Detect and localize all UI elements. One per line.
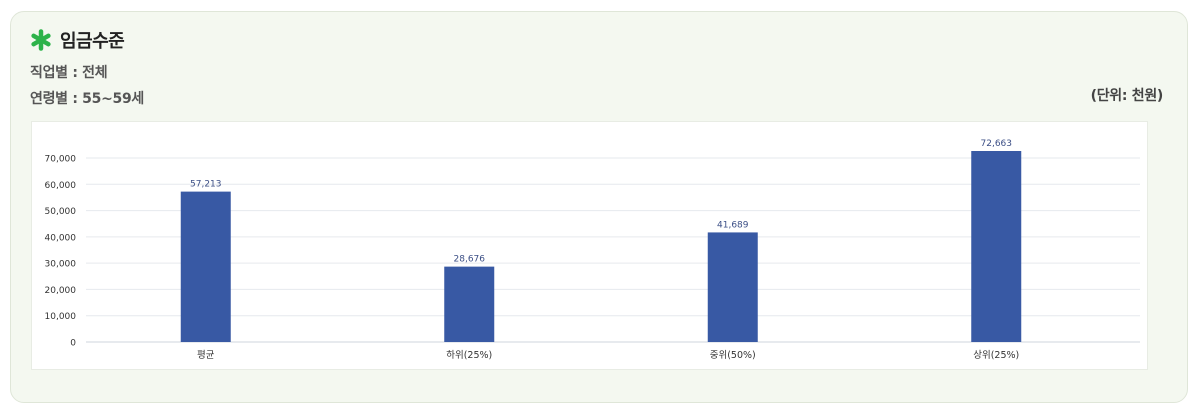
age-filter-label: 연령별 : 55~59세: [30, 91, 144, 107]
bar: [444, 266, 495, 342]
asterisk-icon: [30, 29, 52, 51]
bar: [180, 191, 231, 342]
x-category-label: 중위(50%): [710, 349, 756, 361]
occupation-filter-label: 직업별 : 전체: [30, 65, 108, 81]
x-category-label: 평균: [197, 350, 215, 361]
bar: [707, 232, 758, 342]
bar-value-label: 28,676: [454, 255, 486, 265]
panel-header: 임금수준: [30, 27, 125, 53]
bar-value-label: 41,689: [717, 220, 749, 230]
x-category-label: 하위(25%): [446, 349, 492, 361]
bar-value-label: 72,663: [981, 139, 1013, 149]
x-category-label: 상위(25%): [973, 349, 1019, 361]
y-tick-label: 50,000: [45, 207, 77, 217]
y-tick-label: 70,000: [45, 155, 77, 165]
bar-value-label: 57,213: [190, 180, 222, 190]
y-tick-label: 0: [70, 339, 76, 349]
y-tick-label: 30,000: [45, 260, 77, 270]
bar-chart: 0 10,000 20,000 30,000 40,000 50,000 60,000 70,…: [45, 139, 1140, 361]
panel-title: 임금수준: [60, 31, 125, 52]
unit-label: (단위: 천원): [1090, 88, 1164, 104]
y-tick-label: 10,000: [45, 312, 77, 322]
y-tick-label: 20,000: [45, 286, 77, 296]
bar: [971, 151, 1022, 342]
y-tick-label: 40,000: [45, 233, 77, 243]
y-tick-label: 60,000: [45, 181, 77, 191]
chart-container: 0 10,000 20,000 30,000 40,000 50,000 60,000 70,…: [31, 121, 1148, 370]
